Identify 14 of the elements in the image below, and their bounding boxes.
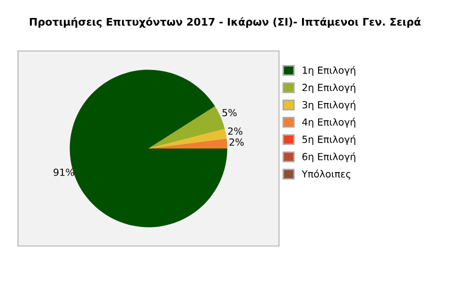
legend-label: Υπόλοιπες [302, 170, 350, 180]
data-label: 2% [230, 138, 244, 146]
data-label: 2% [228, 127, 242, 135]
legend-label: 3η Επιλογή [302, 100, 356, 110]
data-label: 5% [222, 108, 237, 116]
legend-label: 5η Επιλογή [302, 135, 356, 145]
data-label: 91% [54, 168, 74, 176]
pie-slice [148, 138, 228, 148]
legend-label: 6η Επιλογή [302, 152, 356, 162]
pie-slice [148, 128, 227, 148]
legend-label: 4η Επιλογή [302, 118, 356, 128]
legend-label: 2η Επιλογή [302, 83, 356, 94]
legend-label: 1η Επιλογή [302, 66, 356, 76]
chart-title: Προτιμήσεις Επιτυχόντων 2017 - Ικάρων (ΣΙ)- Ιπτάμενοι Γεν. Σειρά [30, 17, 421, 28]
